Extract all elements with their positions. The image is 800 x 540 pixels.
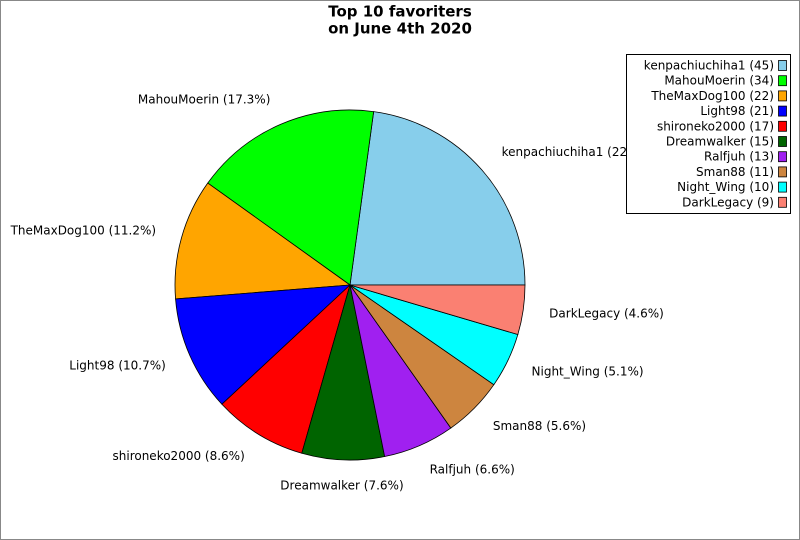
legend-label: Night_Wing (10) [677,180,774,194]
slice-label: Ralfjuh (6.6%) [430,462,515,476]
slice-label: Sman88 (5.6%) [493,419,586,433]
legend-swatch [778,90,787,102]
slice-label: kenpachiuchiha1 (22.8%) [502,145,655,159]
pie-slice [349,111,526,286]
legend-swatch [778,75,787,87]
slice-label: DarkLegacy (4.6%) [549,306,664,320]
legend-swatch [778,181,787,193]
chart-title: Top 10 favoriters [328,3,472,21]
pie-slice [175,284,352,405]
legend-swatch [778,120,787,132]
legend-label: Sman88 (11) [696,165,774,179]
legend-label: TheMaxDog100 (22) [650,89,774,103]
slice-label: Light98 (10.7%) [69,359,166,373]
legend-swatch [778,151,787,163]
legend-swatch [778,166,787,178]
pie-slice [207,109,375,286]
legend-swatch [778,60,787,71]
legend-swatch [778,196,787,208]
slice-label: TheMaxDog100 (11.2%) [10,224,157,238]
legend-label: Light98 (21) [700,104,774,118]
pie-slice [174,182,352,300]
pie-slice [349,284,526,336]
chart-title: on June 4th 2020 [328,20,472,38]
legend-swatch [778,136,787,147]
pie-slice [221,283,351,454]
legend-label: DarkLegacy (9) [682,195,774,209]
slice-label: shironeko2000 (8.6%) [113,449,245,463]
slice-label: Night_Wing (5.1%) [532,364,644,378]
legend-swatch [778,105,787,117]
slice-label: MahouMoerin (17.3%) [138,93,271,107]
legend-label: Ralfjuh (13) [704,150,774,164]
legend-label: Dreamwalker (15) [666,135,774,149]
slice-label: Dreamwalker (7.6%) [280,479,403,493]
legend-label: MahouMoerin (34) [664,74,774,88]
legend-label: shironeko2000 (17) [657,119,774,133]
legend-label: kenpachiuchiha1 (45) [644,59,774,73]
legend-box [626,54,791,214]
